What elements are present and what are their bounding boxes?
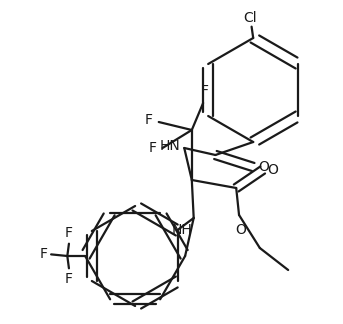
Text: HN: HN — [159, 139, 180, 153]
Text: NH: NH — [171, 223, 192, 237]
Text: O: O — [268, 163, 279, 177]
Text: F: F — [65, 272, 73, 285]
Text: O: O — [258, 160, 269, 174]
Text: F: F — [39, 248, 47, 261]
Text: F: F — [145, 113, 153, 127]
Text: F: F — [65, 226, 73, 240]
Text: O: O — [235, 223, 246, 237]
Text: F: F — [149, 141, 157, 155]
Text: F: F — [201, 84, 209, 98]
Text: Cl: Cl — [243, 11, 257, 25]
